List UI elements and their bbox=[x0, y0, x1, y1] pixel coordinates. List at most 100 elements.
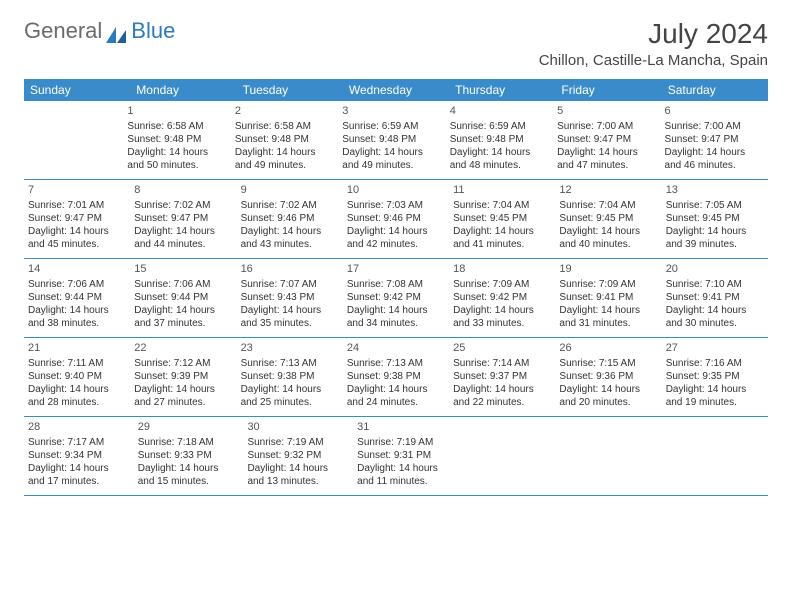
daylight-text: Daylight: 14 hours bbox=[28, 304, 126, 317]
day-cell: 10Sunrise: 7:03 AMSunset: 9:46 PMDayligh… bbox=[343, 180, 449, 258]
daylight-text: Daylight: 14 hours bbox=[347, 225, 445, 238]
day-number: 29 bbox=[138, 420, 240, 434]
sunrise-text: Sunrise: 7:16 AM bbox=[666, 357, 764, 370]
daylight-text: Daylight: 14 hours bbox=[559, 304, 657, 317]
day-number: 7 bbox=[28, 183, 126, 197]
day-number: 3 bbox=[342, 104, 441, 118]
sunrise-text: Sunrise: 7:02 AM bbox=[241, 199, 339, 212]
daylight-text: and 15 minutes. bbox=[138, 475, 240, 488]
daylight-text: Daylight: 14 hours bbox=[127, 146, 226, 159]
day-number: 9 bbox=[241, 183, 339, 197]
sunset-text: Sunset: 9:39 PM bbox=[134, 370, 232, 383]
day-cell: 22Sunrise: 7:12 AMSunset: 9:39 PMDayligh… bbox=[130, 338, 236, 416]
daylight-text: and 50 minutes. bbox=[127, 159, 226, 172]
week-row: 21Sunrise: 7:11 AMSunset: 9:40 PMDayligh… bbox=[24, 338, 768, 417]
daylight-text: and 25 minutes. bbox=[241, 396, 339, 409]
sunrise-text: Sunrise: 7:03 AM bbox=[347, 199, 445, 212]
day-number: 26 bbox=[559, 341, 657, 355]
daylight-text: and 42 minutes. bbox=[347, 238, 445, 251]
daylight-text: Daylight: 14 hours bbox=[347, 383, 445, 396]
daylight-text: and 33 minutes. bbox=[453, 317, 551, 330]
day-cell: 7Sunrise: 7:01 AMSunset: 9:47 PMDaylight… bbox=[24, 180, 130, 258]
daylight-text: Daylight: 14 hours bbox=[28, 383, 126, 396]
daylight-text: and 27 minutes. bbox=[134, 396, 232, 409]
sunset-text: Sunset: 9:42 PM bbox=[347, 291, 445, 304]
day-number: 13 bbox=[666, 183, 764, 197]
daylight-text: Daylight: 14 hours bbox=[241, 304, 339, 317]
sunset-text: Sunset: 9:40 PM bbox=[28, 370, 126, 383]
sunrise-text: Sunrise: 7:00 AM bbox=[557, 120, 656, 133]
day-number: 5 bbox=[557, 104, 656, 118]
day-number: 24 bbox=[347, 341, 445, 355]
sunrise-text: Sunrise: 7:10 AM bbox=[666, 278, 764, 291]
sunset-text: Sunset: 9:41 PM bbox=[666, 291, 764, 304]
week-row: 14Sunrise: 7:06 AMSunset: 9:44 PMDayligh… bbox=[24, 259, 768, 338]
day-cell: 25Sunrise: 7:14 AMSunset: 9:37 PMDayligh… bbox=[449, 338, 555, 416]
daylight-text: and 28 minutes. bbox=[28, 396, 126, 409]
sunrise-text: Sunrise: 7:15 AM bbox=[559, 357, 657, 370]
daylight-text: Daylight: 14 hours bbox=[557, 146, 656, 159]
sunset-text: Sunset: 9:35 PM bbox=[666, 370, 764, 383]
empty-day-cell bbox=[463, 417, 565, 495]
daylight-text: Daylight: 14 hours bbox=[357, 462, 459, 475]
day-number: 11 bbox=[453, 183, 551, 197]
sunset-text: Sunset: 9:45 PM bbox=[453, 212, 551, 225]
day-number: 16 bbox=[241, 262, 339, 276]
sunset-text: Sunset: 9:31 PM bbox=[357, 449, 459, 462]
sunset-text: Sunset: 9:32 PM bbox=[247, 449, 349, 462]
sunrise-text: Sunrise: 6:59 AM bbox=[450, 120, 549, 133]
day-number: 18 bbox=[453, 262, 551, 276]
daylight-text: and 20 minutes. bbox=[559, 396, 657, 409]
sunrise-text: Sunrise: 7:13 AM bbox=[241, 357, 339, 370]
sunrise-text: Sunrise: 7:04 AM bbox=[453, 199, 551, 212]
sunset-text: Sunset: 9:47 PM bbox=[665, 133, 764, 146]
day-number: 22 bbox=[134, 341, 232, 355]
day-cell: 8Sunrise: 7:02 AMSunset: 9:47 PMDaylight… bbox=[130, 180, 236, 258]
day-cell: 15Sunrise: 7:06 AMSunset: 9:44 PMDayligh… bbox=[130, 259, 236, 337]
day-cell: 19Sunrise: 7:09 AMSunset: 9:41 PMDayligh… bbox=[555, 259, 661, 337]
day-number: 28 bbox=[28, 420, 130, 434]
sunrise-text: Sunrise: 7:12 AM bbox=[134, 357, 232, 370]
dow-sunday: Sunday bbox=[24, 79, 130, 101]
sunset-text: Sunset: 9:33 PM bbox=[138, 449, 240, 462]
daylight-text: Daylight: 14 hours bbox=[28, 225, 126, 238]
sunset-text: Sunset: 9:36 PM bbox=[559, 370, 657, 383]
dow-monday: Monday bbox=[130, 79, 236, 101]
day-number: 6 bbox=[665, 104, 764, 118]
brand-logo: General Blue bbox=[24, 18, 175, 44]
sunrise-text: Sunrise: 7:00 AM bbox=[665, 120, 764, 133]
sunrise-text: Sunrise: 7:06 AM bbox=[134, 278, 232, 291]
sunrise-text: Sunrise: 7:04 AM bbox=[559, 199, 657, 212]
day-number: 19 bbox=[559, 262, 657, 276]
daylight-text: and 49 minutes. bbox=[342, 159, 441, 172]
sunset-text: Sunset: 9:47 PM bbox=[134, 212, 232, 225]
daylight-text: and 19 minutes. bbox=[666, 396, 764, 409]
day-cell: 17Sunrise: 7:08 AMSunset: 9:42 PMDayligh… bbox=[343, 259, 449, 337]
day-cell: 3Sunrise: 6:59 AMSunset: 9:48 PMDaylight… bbox=[338, 101, 445, 179]
daylight-text: and 47 minutes. bbox=[557, 159, 656, 172]
brand-part2: Blue bbox=[131, 18, 175, 44]
daylight-text: and 49 minutes. bbox=[235, 159, 334, 172]
daylight-text: Daylight: 14 hours bbox=[342, 146, 441, 159]
daylight-text: and 31 minutes. bbox=[559, 317, 657, 330]
daylight-text: and 45 minutes. bbox=[28, 238, 126, 251]
sunrise-text: Sunrise: 6:59 AM bbox=[342, 120, 441, 133]
daylight-text: Daylight: 14 hours bbox=[453, 225, 551, 238]
day-cell: 11 Sunrise: 7:04 AMSunset: 9:45 PMDayligh… bbox=[449, 180, 555, 258]
sunrise-text: Sunrise: 7:06 AM bbox=[28, 278, 126, 291]
daylight-text: Daylight: 14 hours bbox=[453, 383, 551, 396]
daylight-text: Daylight: 14 hours bbox=[138, 462, 240, 475]
daylight-text: Daylight: 14 hours bbox=[134, 304, 232, 317]
sunset-text: Sunset: 9:45 PM bbox=[559, 212, 657, 225]
daylight-text: Daylight: 14 hours bbox=[450, 146, 549, 159]
sunset-text: Sunset: 9:47 PM bbox=[557, 133, 656, 146]
day-number: 15 bbox=[134, 262, 232, 276]
day-cell: 5 Sunrise: 7:00 AMSunset: 9:47 PMDaylight… bbox=[553, 101, 660, 179]
sunset-text: Sunset: 9:48 PM bbox=[127, 133, 226, 146]
daylight-text: and 17 minutes. bbox=[28, 475, 130, 488]
daylight-text: and 11 minutes. bbox=[357, 475, 459, 488]
sunset-text: Sunset: 9:45 PM bbox=[666, 212, 764, 225]
dow-thursday: Thursday bbox=[449, 79, 555, 101]
day-cell: 27Sunrise: 7:16 AMSunset: 9:35 PMDayligh… bbox=[662, 338, 768, 416]
day-number: 21 bbox=[28, 341, 126, 355]
